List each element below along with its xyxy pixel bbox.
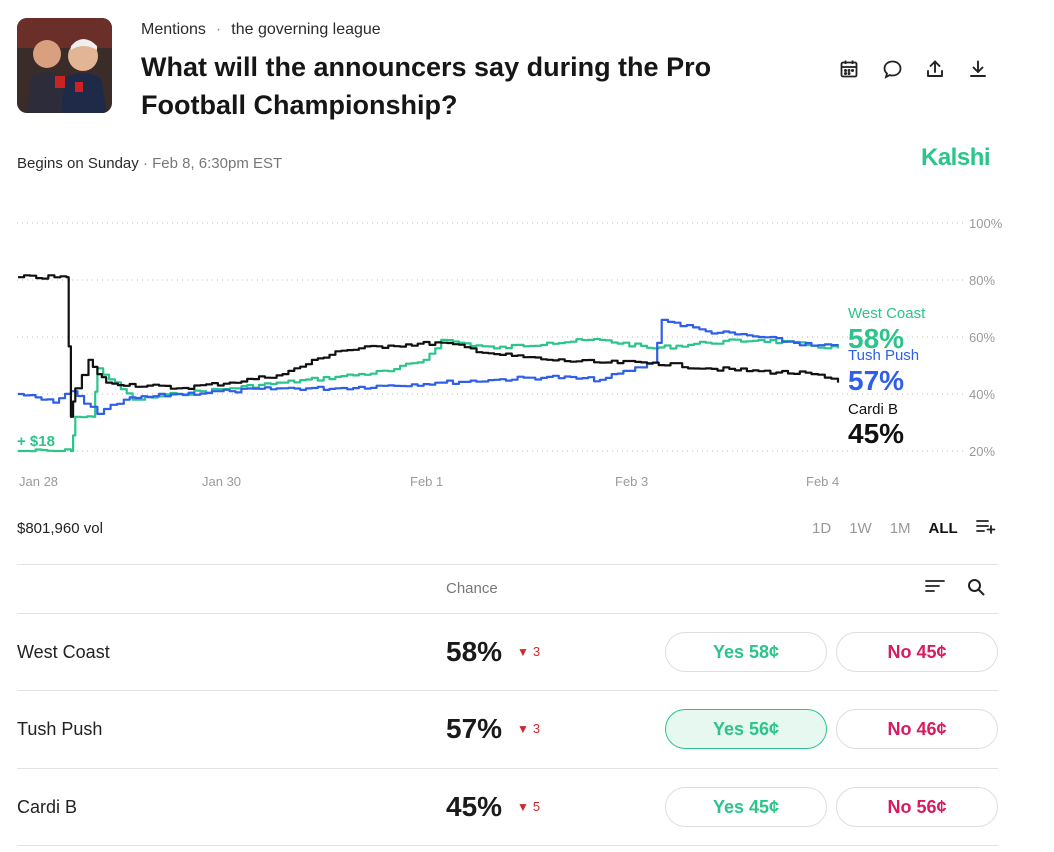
share-icon[interactable] xyxy=(924,58,946,80)
outcome-row[interactable]: West Coast 58% ▼ 3 Yes 58¢ No 45¢ xyxy=(17,624,998,684)
range-1w[interactable]: 1W xyxy=(849,519,872,537)
outcome-chance: 58% xyxy=(446,636,503,667)
outcome-delta: ▼ 3 xyxy=(517,644,540,659)
breadcrumb-category[interactable]: Mentions xyxy=(141,21,206,38)
buy-yes-button[interactable]: Yes 56¢ xyxy=(665,709,827,749)
price-chart[interactable]: 100% 80% 60% 40% 20% Jan 28 Jan 30 Feb 1 Feb 3 F… xyxy=(0,205,1054,495)
begins-label: Begins on Sunday xyxy=(17,155,139,172)
chance-column-header: Chance xyxy=(446,580,498,597)
add-to-list-icon[interactable] xyxy=(975,518,996,538)
outcome-row[interactable]: Tush Push 57% ▼ 3 Yes 56¢ No 46¢ xyxy=(17,701,998,761)
divider xyxy=(17,845,998,846)
outcome-name: Tush Push xyxy=(17,719,103,739)
begins-date: Feb 8, 6:30pm EST xyxy=(152,155,283,172)
x-axis: Jan 28 Jan 30 Feb 1 Feb 3 Feb 4 xyxy=(19,474,839,489)
event-thumbnail xyxy=(17,18,112,113)
down-triangle-icon: ▼ xyxy=(517,722,529,736)
series-line-tush-push xyxy=(18,318,840,415)
y-tick-label: 60% xyxy=(969,330,995,345)
down-triangle-icon: ▼ xyxy=(517,645,529,659)
brand-logo: Kalshi xyxy=(921,144,991,171)
outcome-name: West Coast xyxy=(17,642,110,662)
buy-no-button[interactable]: No 56¢ xyxy=(836,787,998,827)
x-tick-label: Feb 1 xyxy=(410,474,443,489)
buy-no-button[interactable]: No 45¢ xyxy=(836,632,998,672)
separator: · xyxy=(142,155,153,172)
outcome-name: Cardi B xyxy=(17,797,78,817)
range-selector: 1D 1W 1M ALL xyxy=(812,518,996,538)
series-line-west-coast xyxy=(18,337,840,453)
delta-value: 5 xyxy=(532,799,541,814)
x-tick-label: Jan 30 xyxy=(202,474,241,489)
series-label-value: 58% xyxy=(848,323,904,354)
volume-text: $801,960 vol xyxy=(17,520,103,537)
download-icon[interactable] xyxy=(967,58,989,80)
event-start: Begins on Sunday · Feb 8, 6:30pm EST xyxy=(17,155,282,172)
buy-yes-button[interactable]: Yes 45¢ xyxy=(665,787,827,827)
buy-yes-button[interactable]: Yes 58¢ xyxy=(665,632,827,672)
divider xyxy=(17,564,998,565)
down-triangle-icon: ▼ xyxy=(517,800,529,814)
divider xyxy=(17,613,998,614)
comment-icon[interactable] xyxy=(881,58,903,80)
outcome-chance: 57% xyxy=(446,713,503,744)
header-actions xyxy=(838,58,989,80)
y-tick-label: 80% xyxy=(969,273,995,288)
range-1m[interactable]: 1M xyxy=(889,519,911,537)
breadcrumb-separator: · xyxy=(215,21,222,38)
chart-series xyxy=(18,274,840,453)
search-icon[interactable] xyxy=(967,578,985,601)
delta-value: 3 xyxy=(532,721,541,736)
y-tick-label: 40% xyxy=(969,387,995,402)
series-label-name: Tush Push xyxy=(848,347,919,364)
chart-annotation: + $18 xyxy=(17,433,55,450)
series-line-cardi-b xyxy=(18,274,840,418)
divider xyxy=(17,768,998,769)
series-label-value: 45% xyxy=(848,418,904,449)
breadcrumb-series[interactable]: the governing league xyxy=(231,21,381,38)
outcome-row[interactable]: Cardi B 45% ▼ 5 Yes 45¢ No 56¢ xyxy=(17,779,998,839)
range-all[interactable]: ALL xyxy=(928,519,958,537)
outcome-delta: ▼ 3 xyxy=(517,721,540,736)
table-tools xyxy=(925,578,985,601)
outcome-delta: ▼ 5 xyxy=(517,799,540,814)
chart-grid: 100% 80% 60% 40% 20% xyxy=(17,216,1003,459)
buy-no-button[interactable]: No 46¢ xyxy=(836,709,998,749)
series-label-name: Cardi B xyxy=(848,401,898,418)
x-tick-label: Jan 28 xyxy=(19,474,58,489)
x-tick-label: Feb 4 xyxy=(806,474,839,489)
page-title: What will the announcers say during the … xyxy=(141,52,712,120)
x-tick-label: Feb 3 xyxy=(615,474,648,489)
calendar-icon[interactable] xyxy=(838,58,860,80)
divider xyxy=(17,690,998,691)
outcome-chance: 45% xyxy=(446,791,503,822)
series-label-value: 57% xyxy=(848,365,904,396)
sort-icon[interactable] xyxy=(925,578,945,601)
y-tick-label: 100% xyxy=(969,216,1003,231)
series-label-name: West Coast xyxy=(848,305,926,322)
range-1d[interactable]: 1D xyxy=(812,519,832,537)
delta-value: 3 xyxy=(532,644,541,659)
y-tick-label: 20% xyxy=(969,444,995,459)
